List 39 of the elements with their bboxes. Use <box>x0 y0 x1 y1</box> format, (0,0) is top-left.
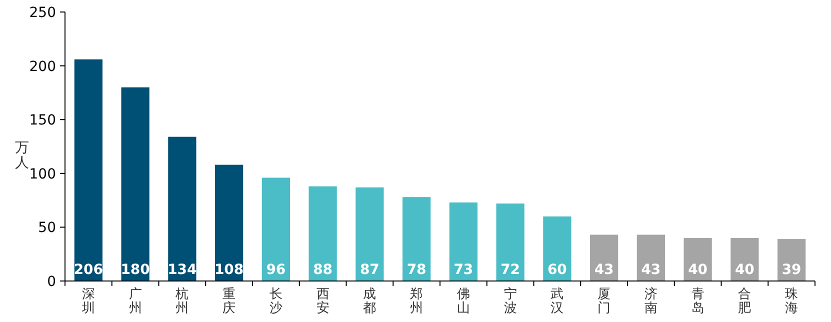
x-tick-label: 深圳 <box>80 287 95 316</box>
data-label: 73 <box>454 262 474 278</box>
x-tick-label: 广州 <box>128 287 142 316</box>
data-label: 72 <box>500 262 520 278</box>
data-label: 96 <box>266 262 286 278</box>
data-label: 60 <box>547 262 568 278</box>
data-label: 40 <box>688 262 708 278</box>
data-label: 43 <box>594 262 614 278</box>
data-label: 78 <box>406 262 426 278</box>
data-label: 40 <box>734 262 755 278</box>
y-tick-label: 50 <box>38 220 56 236</box>
data-label: 87 <box>360 262 380 278</box>
x-tick-label: 杭州 <box>174 287 189 316</box>
y-tick-label: 150 <box>29 112 56 129</box>
data-label: 43 <box>641 262 661 278</box>
x-tick-label: 青岛 <box>691 287 704 316</box>
y-tick-label: 0 <box>47 274 56 290</box>
data-label: 134 <box>168 262 198 278</box>
y-tick-label: 100 <box>29 166 56 182</box>
x-tick-label: 武汉 <box>550 287 564 316</box>
x-tick-label: 合肥 <box>738 287 752 316</box>
x-tick-label: 厦门 <box>598 287 611 316</box>
x-tick-label: 佛山 <box>456 287 470 316</box>
x-tick-label: 济南 <box>644 287 658 316</box>
x-tick-label: 郑州 <box>410 287 424 316</box>
x-tick-label: 西安 <box>316 287 330 316</box>
data-label: 39 <box>782 262 802 278</box>
data-label: 206 <box>74 262 104 278</box>
x-tick-label: 长沙 <box>269 287 282 316</box>
data-label: 88 <box>313 262 333 278</box>
x-tick-label: 珠海 <box>785 287 798 316</box>
data-label: 108 <box>214 262 244 278</box>
x-tick-label: 宁波 <box>504 286 517 316</box>
x-tick-label: 重庆 <box>222 287 236 316</box>
y-tick-label: 250 <box>29 5 56 21</box>
y-axis-title: 万人 <box>15 140 29 171</box>
data-label: 180 <box>120 262 150 278</box>
y-tick-label: 200 <box>29 58 56 75</box>
x-tick-label: 成都 <box>363 287 376 316</box>
